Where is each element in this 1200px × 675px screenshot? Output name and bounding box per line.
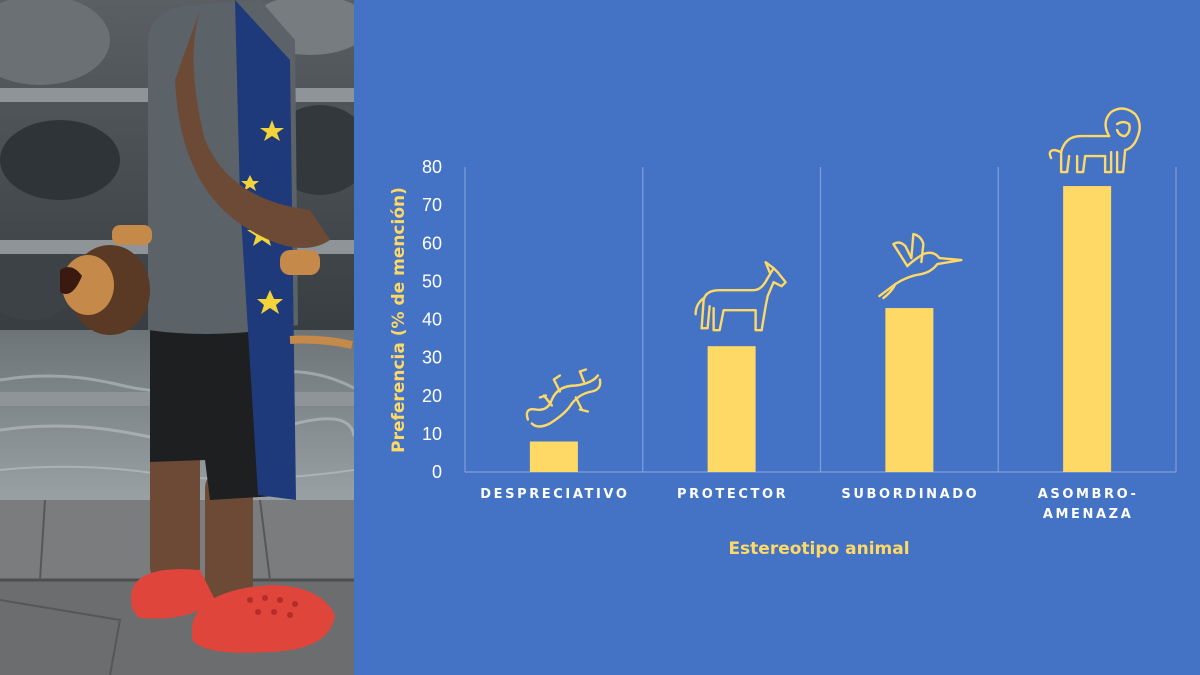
- y-axis-title: Preferencia (% de mención): [389, 187, 409, 453]
- bar: [1063, 186, 1112, 472]
- hummingbird-icon-stroke: [882, 282, 897, 300]
- y-tick-label: 70: [422, 195, 442, 215]
- bars: [529, 186, 1112, 472]
- category-label: PROTECTOR: [677, 487, 788, 502]
- y-tick-label: 30: [422, 348, 442, 368]
- y-tick-labels: 0 10 20 30 40 50 60 70 80: [422, 157, 442, 482]
- x-axis-title: Estereotipo animal: [728, 539, 909, 559]
- bar-icons: [525, 107, 1141, 428]
- y-tick-label: 50: [422, 271, 442, 291]
- y-tick-label: 40: [422, 310, 442, 330]
- photo-child-with-toy-lion: [0, 0, 354, 675]
- bar: [529, 441, 578, 472]
- lion-icon-stroke: [1115, 120, 1131, 138]
- lizard-icon-stroke: [525, 374, 600, 421]
- bar: [885, 308, 934, 472]
- hummingbird-icon-stroke: [878, 251, 963, 298]
- lizard-icon-stroke: [574, 396, 590, 413]
- bar-chart: 0 10 20 30 40 50 60 70 80 DESPRECIATIVO PROTECTOR…: [389, 107, 1177, 559]
- chart-panel: 0 10 20 30 40 50 60 70 80 DESPRECIATIVO PROTECTOR…: [354, 0, 1200, 675]
- category-labels: DESPRECIATIVO PROTECTOR SUBORDINADO ASOMBRO…: [480, 487, 1139, 522]
- photo-illustration: [0, 0, 354, 675]
- lion-icon-stroke: [1104, 107, 1141, 174]
- lizard-icon: [525, 368, 602, 428]
- category-label: DESPRECIATIVO: [480, 487, 629, 502]
- lizard-icon-stroke: [552, 374, 562, 393]
- horse-icon: [694, 260, 787, 332]
- horse-icon-stroke: [700, 266, 787, 332]
- lion-icon-stroke: [1075, 150, 1113, 174]
- gridlines: [464, 167, 1177, 473]
- y-tick-label: 10: [422, 424, 442, 444]
- horse-icon-stroke: [694, 296, 705, 316]
- y-tick-label: 20: [422, 386, 442, 406]
- lion-icon-stroke: [1048, 134, 1111, 160]
- lizard-icon-stroke: [578, 368, 588, 383]
- horse-icon-stroke: [712, 306, 763, 332]
- y-tick-label: 60: [422, 233, 442, 253]
- category-label: ASOMBRO-: [1038, 487, 1139, 502]
- hummingbird-icon-stroke: [892, 241, 913, 268]
- horse-icon-stroke: [700, 304, 711, 330]
- hummingbird-icon: [878, 232, 963, 300]
- horse-icon-stroke: [764, 260, 775, 274]
- hummingbird-icon-stroke: [910, 232, 925, 264]
- category-label: SUBORDINADO: [841, 487, 979, 502]
- y-tick-label: 80: [422, 157, 442, 177]
- lizard-icon-stroke: [530, 378, 602, 428]
- lion-icon: [1048, 107, 1141, 174]
- bar: [707, 346, 756, 472]
- lizard-icon-stroke: [538, 394, 554, 407]
- y-tick-label: 0: [432, 462, 442, 482]
- category-label: AMENAZA: [1043, 507, 1134, 522]
- lion-icon-stroke: [1059, 150, 1071, 174]
